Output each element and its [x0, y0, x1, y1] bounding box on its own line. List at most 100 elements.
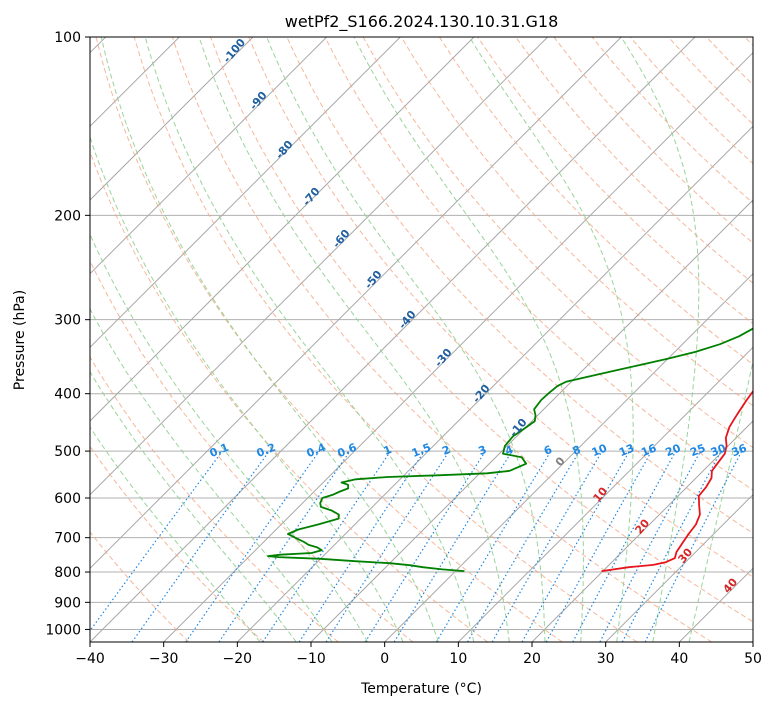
dry-adiabat-label-3: -70 [300, 185, 323, 209]
dry-adiabat-line [95, 37, 563, 642]
isotherm-gridline [90, 37, 696, 642]
moist-adiabat-line [620, 37, 700, 642]
mixing-ratio-label-4: 1 [382, 443, 394, 458]
dry-adiabat-label-7: -30 [432, 346, 455, 370]
dry-adiabat-label-4: -60 [330, 227, 353, 251]
mixing-ratio-label-17: 36 [730, 441, 749, 459]
mixing-ratio-label-11: 10 [590, 441, 609, 459]
plot-frame [89, 36, 754, 643]
dry-adiabat-label-0: -100 [220, 36, 248, 66]
x-tick-label-0: −40 [75, 651, 105, 667]
x-tick-label-9: 50 [744, 651, 762, 667]
moist-adiabat-line [469, 37, 634, 642]
isotherm-gridline [310, 199, 753, 642]
y-tick-label-2: 300 [54, 313, 81, 329]
y-tick-label-1: 200 [54, 208, 81, 224]
dry-adiabat-line [133, 37, 638, 642]
moist-adiabat-line [100, 37, 439, 642]
mixing-ratio-line-8 [393, 450, 513, 642]
dry-adiabat-line [400, 37, 753, 407]
moist-adiabat-line [266, 37, 546, 642]
y-tick-label-5: 600 [54, 491, 81, 507]
dry-adiabat-line [324, 37, 753, 491]
isotherm-gridline [90, 37, 475, 422]
y-tick-label-6: 700 [54, 531, 81, 547]
mixing-ratio-line-0 [90, 450, 223, 632]
moist-adiabat-line [90, 232, 369, 642]
mixing-ratio-label-3: 0.6 [336, 441, 359, 460]
moist-adiabat-line [688, 358, 753, 642]
y-axis-label: Pressure (hPa) [12, 290, 28, 390]
x-tick-label-5: 10 [449, 651, 467, 667]
moist-adiabat-line [353, 37, 584, 642]
isotherm-gridline [90, 37, 549, 496]
x-tick-label-7: 30 [597, 651, 615, 667]
mixing-ratio-label-8: 4 [503, 443, 515, 458]
mixing-ratio-label-9: 6 [542, 443, 554, 458]
x-tick-label-1: −30 [149, 651, 179, 667]
dry-adiabat-line [90, 150, 488, 642]
dry-adiabat-line [210, 37, 753, 623]
y-tick-label-8: 900 [54, 595, 81, 611]
mixing-ratio-label-5: 1.5 [410, 441, 433, 460]
isotherm-gridline [236, 125, 753, 642]
y-tick-label-7: 800 [54, 565, 81, 581]
isotherm-gridline [678, 567, 753, 642]
mixing-ratio-label-2: 0.4 [305, 441, 328, 460]
mixing-ratio-label-15: 25 [688, 442, 707, 460]
dry-adiabat-line [438, 37, 753, 366]
mixing-ratio-line-12 [521, 450, 631, 642]
dry-adiabat-line [90, 356, 339, 642]
dry-adiabat-label-8: -20 [470, 382, 493, 406]
mixing-ratio-line-14 [572, 450, 677, 642]
dry-adiabat-line [515, 37, 753, 284]
y-tick-label-0: 100 [54, 30, 81, 46]
dry-adiabat-label-10: 0 [553, 454, 568, 468]
x-tick-label-8: 40 [670, 651, 688, 667]
mixing-ratio-label-0: 0.1 [208, 441, 231, 460]
mixing-ratio-line-16 [621, 450, 722, 642]
mixing-ratio-line-6 [325, 450, 450, 642]
mixing-ratio-label-14: 20 [664, 441, 683, 459]
dry-adiabat-line [744, 37, 753, 47]
isotherm-gridline [384, 272, 753, 642]
isotherm-gridline [605, 493, 753, 642]
dry-adiabat-label-12: 20 [632, 516, 652, 536]
isotherm-gridline [457, 346, 753, 642]
dry-adiabat-label-5: -50 [362, 268, 385, 292]
dry-adiabat-label-11: 10 [590, 484, 610, 504]
dry-adiabat-line [706, 37, 753, 86]
mixing-ratio-line-3 [218, 450, 351, 642]
axis-layer: −40 −30 −20 −10 0 10 20 30 40 5010020030040050060… [45, 30, 762, 667]
isotherm-gridline [531, 420, 753, 642]
dry-adiabat-label-9: -10 [507, 416, 530, 440]
y-tick-label-9: 1000 [45, 622, 81, 638]
mixing-ratio-label-13: 16 [639, 441, 658, 459]
dry-adiabat-label-6: -40 [396, 308, 419, 332]
mixing-ratio-line-13 [545, 450, 653, 642]
mixing-ratio-line-17 [644, 450, 743, 642]
dry-adiabat-line [362, 37, 753, 449]
moist-adiabat-line [90, 135, 404, 642]
dry-adiabat-line [248, 37, 753, 578]
dry-adiabat-label-1: -90 [247, 89, 270, 113]
dewpoint-profile-line [267, 327, 753, 572]
y-tick-label-3: 400 [54, 387, 81, 403]
isotherm-gridline [90, 37, 401, 349]
mixing-ratio-label-10: 8 [571, 443, 583, 458]
mixing-ratio-line-2 [185, 450, 320, 642]
isotherm-gridline [163, 51, 753, 642]
isotherm-gridline [752, 641, 753, 642]
mixing-ratio-line-9 [435, 450, 552, 642]
dry-adiabat-label-2: -80 [273, 138, 296, 162]
x-tick-label-3: −10 [296, 651, 326, 667]
chart-title: wetPf2_S166.2024.130.10.31.G18 [285, 12, 559, 32]
mixing-ratio-label-6: 2 [440, 443, 452, 458]
grid-layer [90, 37, 753, 642]
dry-adiabat-line [553, 37, 753, 244]
mixing-ratio-line-4 [262, 450, 392, 642]
x-tick-label-4: 0 [380, 651, 389, 667]
moist-adiabat-line [144, 37, 475, 642]
dry-adiabat-line [90, 259, 414, 642]
